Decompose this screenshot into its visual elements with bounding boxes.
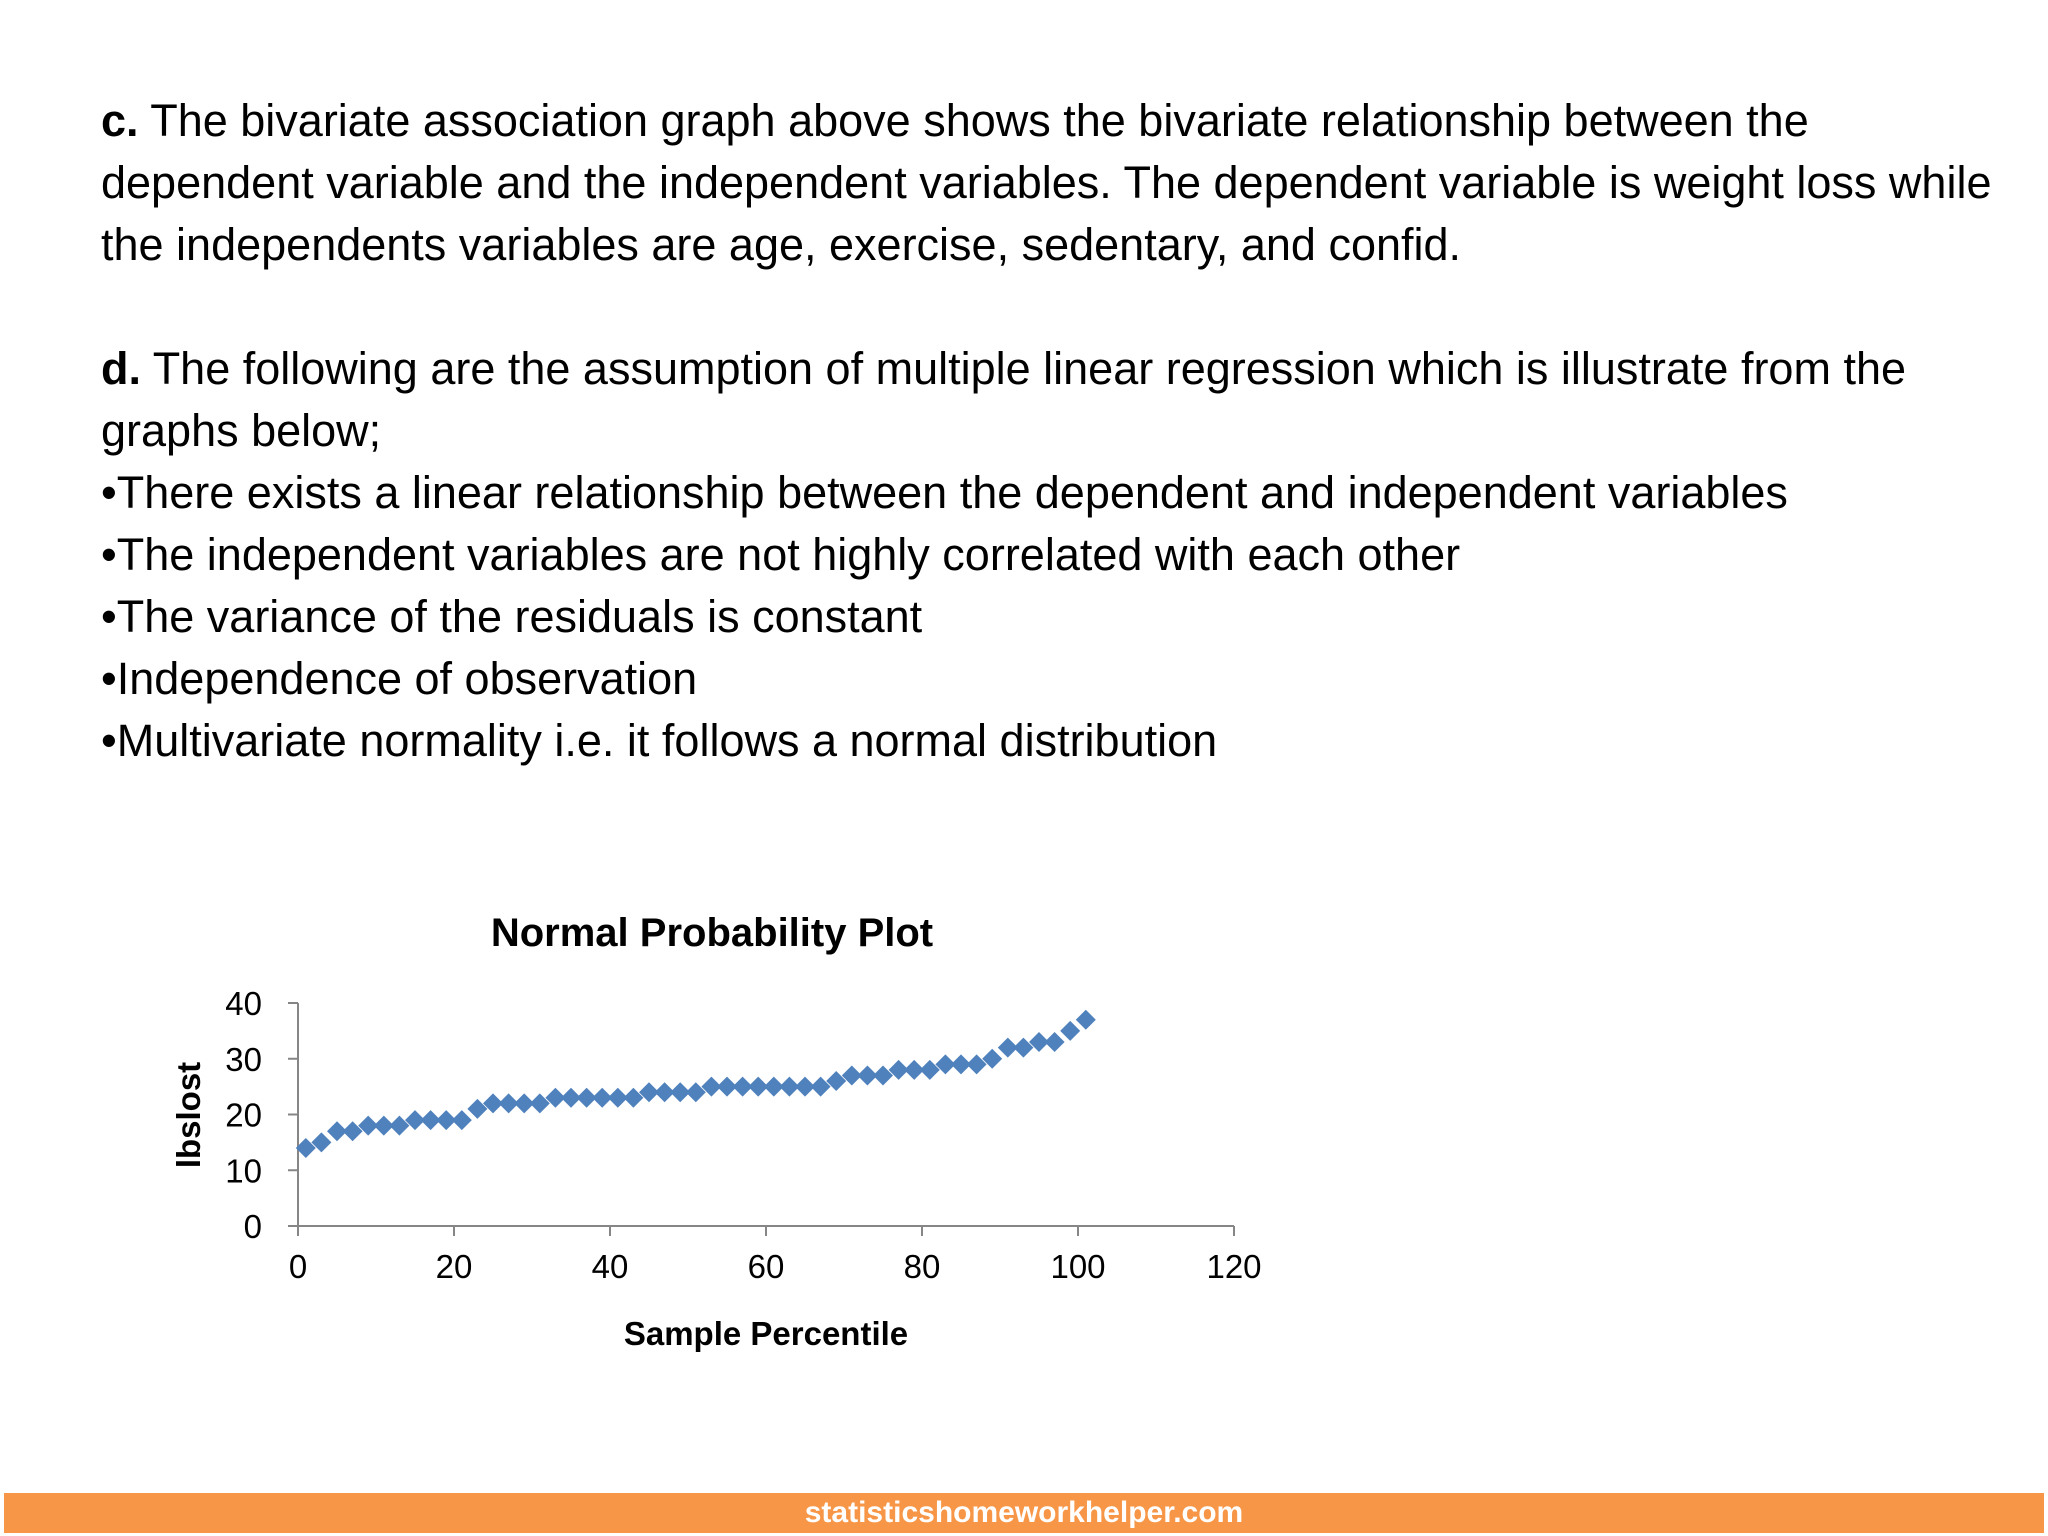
assumption-list: •There exists a linear relationship betw…: [101, 462, 2001, 772]
data-point: [982, 1048, 1003, 1069]
chart-axes: 0 20 40 60 80 100 120 0 10 20 30 40: [225, 985, 1261, 1285]
data-point: [810, 1076, 831, 1097]
section-d-label: d.: [101, 343, 141, 394]
data-point: [1044, 1032, 1065, 1053]
data-point: [841, 1065, 862, 1086]
data-point: [311, 1132, 332, 1153]
data-point: [1029, 1032, 1049, 1053]
data-point: [701, 1076, 722, 1097]
x-axis-label: Sample Percentile: [624, 1315, 908, 1352]
data-point: [436, 1110, 457, 1131]
data-point: [748, 1076, 769, 1097]
assumption-item: •The variance of the residuals is consta…: [101, 591, 923, 642]
x-tick-label: 60: [748, 1248, 785, 1285]
data-point: [966, 1054, 987, 1075]
section-c-label: c.: [101, 95, 139, 146]
slide-body: c. The bivariate association graph above…: [101, 90, 2001, 772]
data-point: [1075, 1009, 1096, 1030]
assumption-item: •Independence of observation: [101, 653, 698, 704]
y-tick-label: 30: [225, 1041, 262, 1078]
footer-website: statisticshomeworkhelper.com: [804, 1496, 1244, 1529]
data-point: [1013, 1037, 1034, 1058]
data-point: [545, 1087, 566, 1108]
chart-title: Normal Probability Plot: [491, 911, 933, 955]
chart-points: [295, 1009, 1096, 1158]
data-point: [1060, 1020, 1081, 1041]
data-point: [779, 1076, 800, 1097]
data-point: [888, 1059, 909, 1080]
x-tick-label: 20: [436, 1248, 473, 1285]
assumption-item: •The independent variables are not highl…: [101, 529, 1461, 580]
data-point: [951, 1054, 971, 1075]
data-point: [467, 1098, 488, 1119]
data-point: [857, 1065, 878, 1086]
section-c-paragraph: c. The bivariate association graph above…: [101, 90, 2001, 276]
data-point: [935, 1054, 956, 1075]
normal-probability-chart: Normal Probability Plot Sample Percentil…: [170, 911, 1262, 1352]
data-point: [405, 1110, 425, 1131]
y-tick-label: 40: [225, 985, 262, 1022]
y-tick-label: 20: [225, 1097, 262, 1134]
assumption-item: •Multivariate normality i.e. it follows …: [101, 715, 1218, 766]
y-tick-label: 10: [225, 1152, 262, 1189]
data-point: [763, 1076, 784, 1097]
data-point: [639, 1082, 659, 1103]
data-point: [420, 1110, 441, 1131]
x-tick-label: 0: [289, 1248, 307, 1285]
x-tick-label: 120: [1206, 1248, 1261, 1285]
data-point: [607, 1087, 628, 1108]
data-point: [732, 1076, 753, 1097]
y-axis-label: lbslost: [170, 1062, 207, 1168]
data-point: [795, 1076, 815, 1097]
data-point: [483, 1093, 503, 1114]
data-point: [717, 1076, 737, 1097]
data-point: [592, 1087, 613, 1108]
data-point: [358, 1115, 379, 1136]
data-point: [873, 1065, 893, 1086]
x-tick-label: 100: [1050, 1248, 1105, 1285]
data-point: [997, 1037, 1018, 1058]
data-point: [529, 1093, 550, 1114]
data-point: [904, 1059, 925, 1080]
data-point: [576, 1087, 597, 1108]
data-point: [373, 1115, 394, 1136]
data-point: [561, 1087, 581, 1108]
y-tick-label: 0: [244, 1208, 262, 1245]
x-tick-label: 40: [592, 1248, 629, 1285]
data-point: [342, 1121, 363, 1142]
data-point: [389, 1115, 410, 1136]
data-point: [670, 1082, 691, 1103]
data-point: [327, 1121, 347, 1142]
section-d-text: The following are the assumption of mult…: [101, 343, 1906, 456]
footer-bar: statisticshomeworkhelper.com: [4, 1493, 2044, 1533]
section-c-text: The bivariate association graph above sh…: [101, 95, 1992, 270]
section-d-paragraph: d. The following are the assumption of m…: [101, 338, 2001, 462]
x-tick-label: 80: [904, 1248, 941, 1285]
data-point: [919, 1059, 940, 1080]
data-point: [654, 1082, 675, 1103]
data-point: [514, 1093, 535, 1114]
data-point: [451, 1110, 472, 1131]
data-point: [498, 1093, 519, 1114]
data-point: [826, 1071, 847, 1092]
data-point: [623, 1087, 644, 1108]
data-point: [295, 1137, 316, 1158]
assumption-item: •There exists a linear relationship betw…: [101, 467, 1788, 518]
data-point: [685, 1082, 706, 1103]
